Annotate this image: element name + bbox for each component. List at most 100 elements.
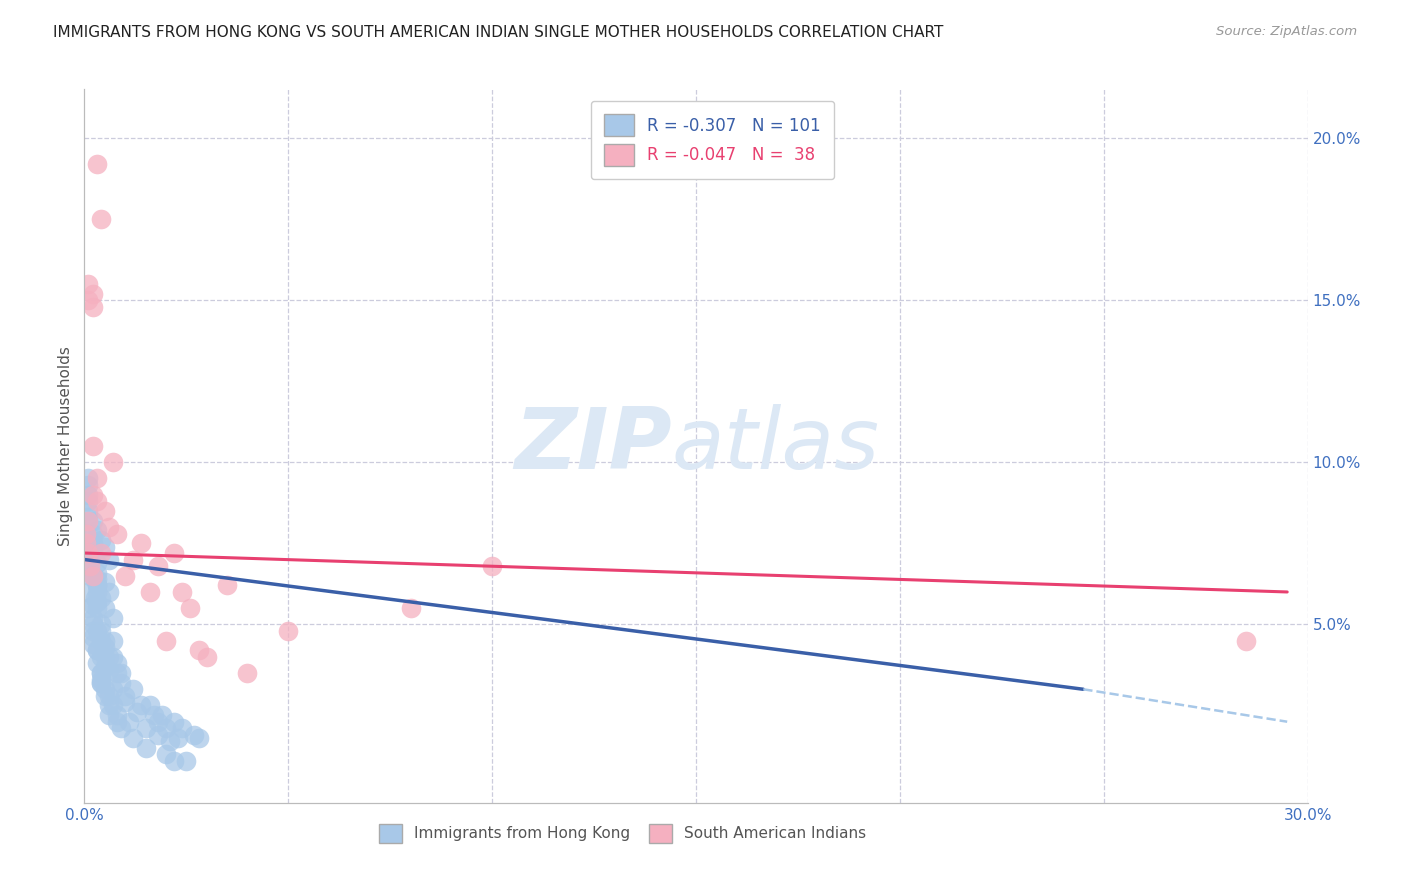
- Point: [77, 277, 100, 291]
- Point: [93, 504, 115, 518]
- Point: [82, 514, 104, 528]
- Point: [97, 698, 120, 713]
- Point: [163, 714, 186, 729]
- Text: IMMIGRANTS FROM HONG KONG VS SOUTH AMERICAN INDIAN SINGLE MOTHER HOUSEHOLDS CORR: IMMIGRANTS FROM HONG KONG VS SOUTH AMERI…: [53, 25, 943, 40]
- Point: [195, 649, 218, 664]
- Point: [90, 673, 112, 687]
- Point: [135, 740, 157, 755]
- Point: [82, 637, 104, 651]
- Point: [77, 585, 100, 599]
- Point: [75, 526, 97, 541]
- Point: [86, 494, 108, 508]
- Point: [114, 568, 136, 582]
- Point: [90, 666, 112, 681]
- Point: [101, 611, 124, 625]
- Point: [79, 552, 101, 566]
- Point: [76, 504, 98, 518]
- Point: [93, 689, 115, 703]
- Point: [1236, 633, 1258, 648]
- Point: [86, 643, 108, 657]
- Point: [122, 682, 145, 697]
- Point: [86, 566, 108, 580]
- Point: [90, 591, 112, 606]
- Point: [110, 675, 132, 690]
- Point: [75, 536, 97, 550]
- Point: [399, 601, 422, 615]
- Point: [114, 695, 136, 709]
- Point: [138, 585, 160, 599]
- Point: [82, 488, 104, 502]
- Point: [122, 731, 145, 745]
- Point: [187, 731, 209, 745]
- Point: [105, 714, 128, 729]
- Point: [75, 559, 97, 574]
- Point: [77, 510, 100, 524]
- Point: [90, 666, 112, 681]
- Point: [93, 682, 115, 697]
- Point: [77, 601, 100, 615]
- Point: [90, 624, 112, 638]
- Point: [82, 300, 104, 314]
- Point: [105, 526, 128, 541]
- Text: ZIP: ZIP: [513, 404, 672, 488]
- Point: [187, 643, 209, 657]
- Point: [97, 585, 120, 599]
- Point: [155, 721, 177, 735]
- Point: [76, 488, 98, 502]
- Point: [82, 617, 104, 632]
- Point: [135, 721, 157, 735]
- Point: [82, 526, 104, 541]
- Point: [82, 568, 104, 582]
- Point: [82, 568, 104, 582]
- Point: [82, 439, 104, 453]
- Point: [183, 728, 205, 742]
- Legend: Immigrants from Hong Kong, South American Indians: Immigrants from Hong Kong, South America…: [373, 818, 872, 848]
- Point: [167, 731, 190, 745]
- Point: [110, 666, 132, 681]
- Point: [172, 721, 194, 735]
- Point: [127, 705, 149, 719]
- Point: [90, 633, 112, 648]
- Point: [90, 649, 112, 664]
- Point: [163, 546, 186, 560]
- Point: [179, 601, 201, 615]
- Point: [97, 649, 120, 664]
- Point: [86, 595, 108, 609]
- Point: [93, 601, 115, 615]
- Point: [101, 698, 124, 713]
- Point: [122, 552, 145, 566]
- Point: [90, 675, 112, 690]
- Point: [77, 514, 100, 528]
- Point: [83, 591, 105, 606]
- Point: [150, 708, 173, 723]
- Point: [86, 585, 108, 599]
- Point: [481, 559, 503, 574]
- Point: [105, 666, 128, 681]
- Text: atlas: atlas: [672, 404, 880, 488]
- Point: [82, 611, 104, 625]
- Point: [172, 585, 194, 599]
- Point: [146, 728, 169, 742]
- Point: [82, 286, 104, 301]
- Point: [82, 536, 104, 550]
- Point: [97, 552, 120, 566]
- Point: [131, 536, 153, 550]
- Point: [159, 734, 181, 748]
- Point: [79, 568, 101, 582]
- Point: [146, 714, 169, 729]
- Point: [86, 578, 108, 592]
- Point: [93, 659, 115, 673]
- Point: [114, 689, 136, 703]
- Point: [93, 575, 115, 590]
- Point: [86, 624, 108, 638]
- Point: [86, 524, 108, 538]
- Point: [146, 559, 169, 574]
- Y-axis label: Single Mother Households: Single Mother Households: [58, 346, 73, 546]
- Point: [101, 682, 124, 697]
- Point: [236, 666, 259, 681]
- Point: [217, 578, 239, 592]
- Point: [86, 601, 108, 615]
- Point: [110, 721, 132, 735]
- Point: [77, 546, 100, 560]
- Point: [97, 520, 120, 534]
